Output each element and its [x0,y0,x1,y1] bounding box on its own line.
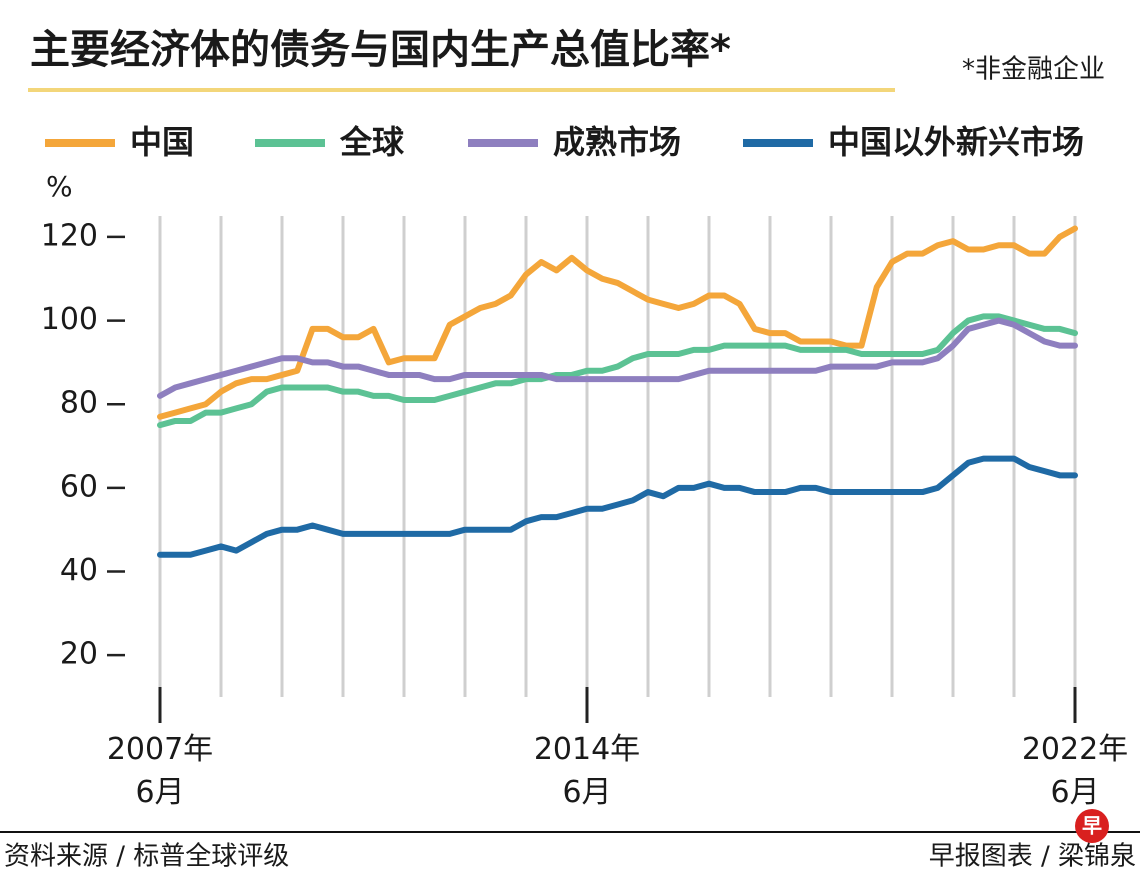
data-line [157,313,1078,429]
chart-title: 主要经济体的债务与国内生产总值比率* [30,27,731,73]
data-line [157,317,1078,399]
logo-badge [1075,809,1109,843]
data-line [157,225,1078,420]
legend-label: 成熟市场 [553,123,681,161]
y-unit: % [46,170,73,203]
y-tick-label: 120 [41,218,98,253]
data-line [157,455,1078,558]
y-tick-label: 100 [41,302,98,337]
y-tick-label: 80 [60,386,98,421]
y-tick-label: 20 [60,637,98,672]
legend-label: 全球 [339,123,405,161]
logo: 早 [1082,814,1102,838]
source: 资料来源 / 标普全球评级 [4,842,289,872]
credit: 早报图表 / 梁锦泉 [929,842,1136,872]
x-tick-label: 2007年 6月 [107,732,213,810]
y-tick-label: 40 [60,553,98,588]
y-tick-label: 60 [60,469,98,504]
x-tick-label: 2022年 6月 [1022,732,1128,810]
x-tick-label: 2014年 6月 [534,732,640,810]
legend-label: 中国 [130,123,194,161]
note: *非金融企业 [962,55,1105,85]
legend-label: 中国以外新兴市场 [828,123,1084,161]
